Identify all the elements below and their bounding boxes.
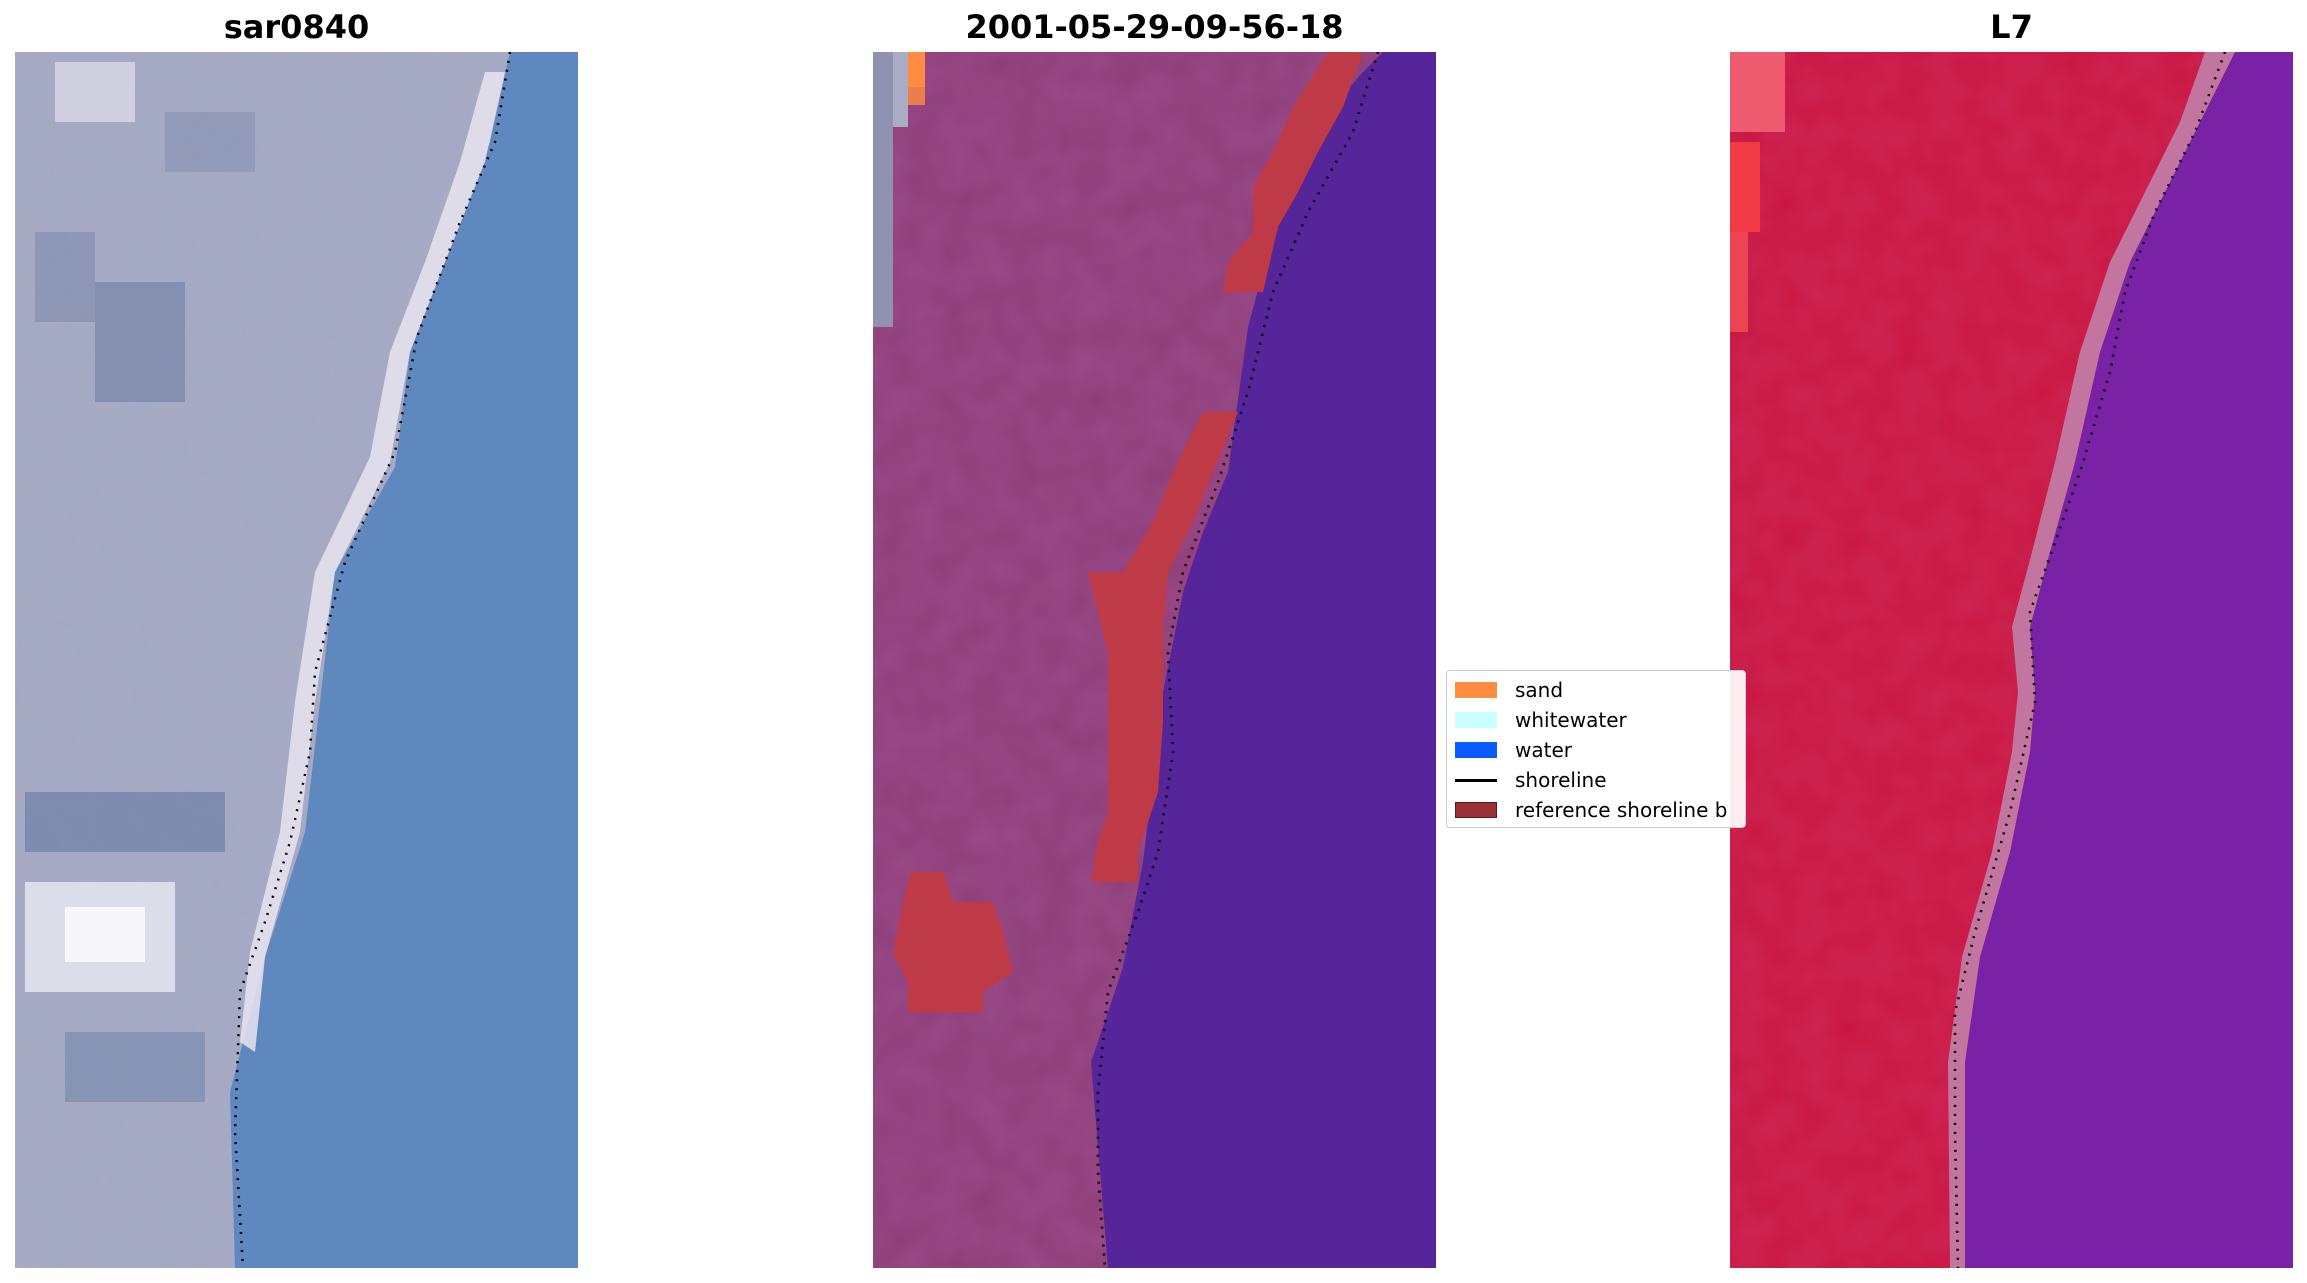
- classified-image-panel: [873, 52, 1436, 1268]
- index-image: [1730, 52, 2293, 1268]
- legend: sand whitewater water shoreline referenc…: [1446, 670, 1746, 828]
- panel-title-classified: 2001-05-29-09-56-18: [965, 8, 1344, 46]
- classified-image: [873, 52, 1436, 1268]
- legend-label: water: [1515, 738, 1572, 762]
- panel-title-rgb: sar0840: [223, 8, 370, 46]
- legend-label: reference shoreline b: [1515, 798, 1728, 822]
- rgb-image-panel: [15, 52, 578, 1268]
- reference-buffer-swatch-icon: [1455, 802, 1497, 818]
- legend-item-reference-buffer: reference shoreline b: [1455, 797, 1727, 823]
- shoreline-line-icon: [1455, 778, 1497, 782]
- shoreline-line: [1953, 52, 2227, 1268]
- rgb-image: [15, 52, 578, 1268]
- legend-label: shoreline: [1515, 768, 1607, 792]
- legend-item-shoreline: shoreline: [1455, 767, 1607, 793]
- legend-item-water: water: [1455, 737, 1572, 763]
- sand-swatch-icon: [1455, 682, 1497, 698]
- legend-label: whitewater: [1515, 708, 1627, 732]
- index-image-panel: [1730, 52, 2293, 1268]
- water-swatch-icon: [1455, 742, 1497, 758]
- panel-title-index: L7: [1990, 8, 2033, 46]
- legend-item-sand: sand: [1455, 677, 1563, 703]
- legend-item-whitewater: whitewater: [1455, 707, 1627, 733]
- legend-label: sand: [1515, 678, 1564, 702]
- whitewater-swatch-icon: [1455, 712, 1497, 728]
